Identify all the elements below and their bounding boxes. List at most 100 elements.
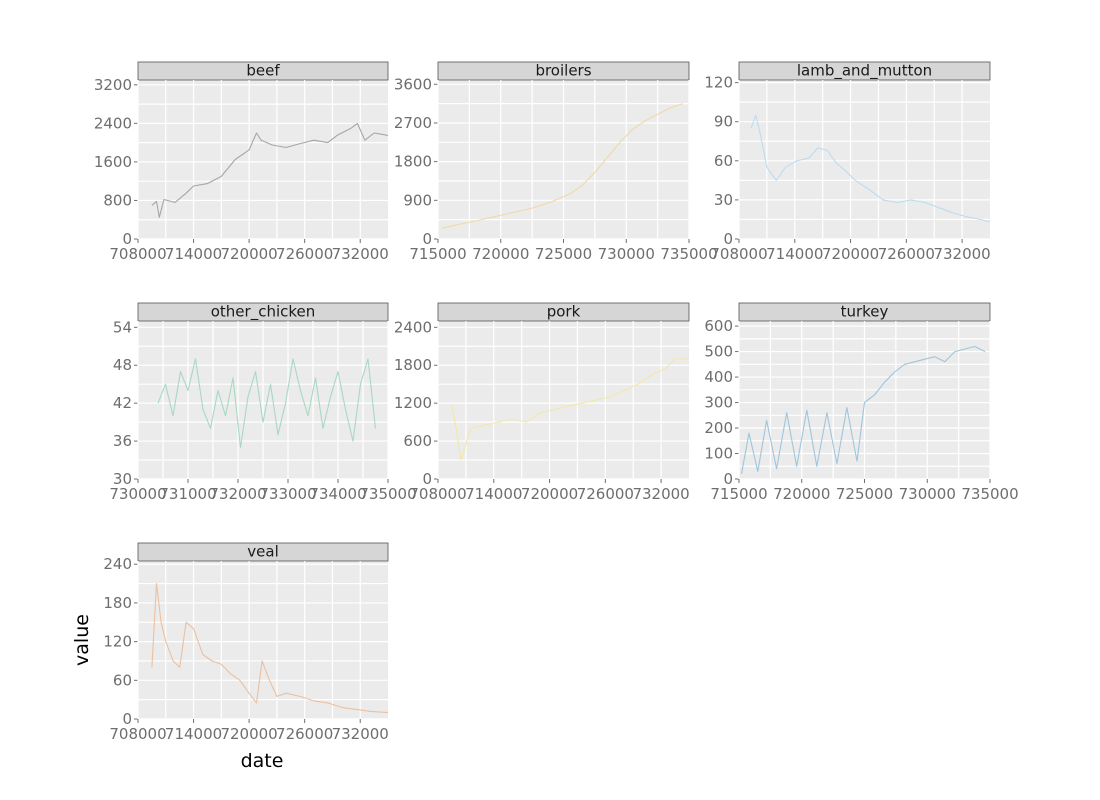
panel-other_chicken: other_chicken 30 36 42 48 54 73000073100073200… <box>109 303 416 504</box>
y-tick-label: 2700 <box>394 114 432 132</box>
x-tick-label: 735000 <box>660 245 717 263</box>
x-tick-label: 708000 <box>109 725 166 743</box>
x-tick-label: 735000 <box>961 485 1018 503</box>
x-tick-label: 720000 <box>220 725 277 743</box>
x-tick-label: 720000 <box>773 485 830 503</box>
y-tick-label: 180 <box>103 594 132 612</box>
x-tick-label: 731000 <box>159 485 216 503</box>
y-tick-label: 300 <box>704 394 733 412</box>
y-tick-label: 800 <box>103 191 132 209</box>
x-tick-label: 725000 <box>535 245 592 263</box>
x-tick-label: 732000 <box>332 725 389 743</box>
y-tick-label: 120 <box>103 633 132 651</box>
series-line-veal <box>151 583 389 714</box>
y-tick-label: 600 <box>704 317 733 335</box>
x-tick-label: 715000 <box>409 245 466 263</box>
x-tick-label: 726000 <box>276 245 333 263</box>
y-tick-label: 500 <box>704 343 733 361</box>
facet-strip <box>137 542 389 562</box>
series-line-broilers <box>441 103 683 229</box>
panel-turkey: turkey 0 100 200 300 400 500 600 715000 720000 725… <box>704 303 1018 504</box>
y-tick-label: 0 <box>122 230 132 248</box>
y-tick-label: 30 <box>714 191 733 209</box>
x-tick-label: 726000 <box>577 485 634 503</box>
x-tick-label: 734000 <box>309 485 366 503</box>
y-tick-label: 2400 <box>394 318 432 336</box>
y-axis-title: value <box>71 614 93 666</box>
x-tick-label: 725000 <box>836 485 893 503</box>
x-tick-label: 730000 <box>598 245 655 263</box>
y-tick-label: 42 <box>113 394 132 412</box>
series-line-beef <box>151 122 389 218</box>
facet-strip <box>437 302 690 322</box>
y-tick-label: 0 <box>422 230 432 248</box>
x-tick-label: 708000 <box>109 245 166 263</box>
facet-strip-label: beef <box>246 62 280 80</box>
y-tick-label: 60 <box>113 671 132 689</box>
x-tick-label: 732000 <box>209 485 266 503</box>
x-tick-label: 714000 <box>165 245 222 263</box>
facet-strip <box>137 61 389 81</box>
y-tick-label: 3200 <box>94 76 132 94</box>
y-tick-label: 3600 <box>394 75 432 93</box>
x-tick-label: 720000 <box>521 485 578 503</box>
y-tick-label: 48 <box>113 356 132 374</box>
x-tick-label: 726000 <box>878 245 935 263</box>
x-tick-label: 714000 <box>165 725 222 743</box>
y-tick-label: 0 <box>723 230 733 248</box>
series-line-lamb_and_mutton <box>750 114 991 223</box>
y-tick-label: 0 <box>422 470 432 488</box>
facet-strip-label: broilers <box>535 62 591 80</box>
y-tick-label: 54 <box>113 318 132 336</box>
facet-strip <box>738 61 991 81</box>
x-tick-label: 708000 <box>710 245 767 263</box>
panel-background <box>138 561 388 719</box>
y-tick-label: 90 <box>714 113 733 131</box>
y-tick-label: 900 <box>403 191 432 209</box>
y-tick-label: 200 <box>704 419 733 437</box>
y-tick-label: 0 <box>723 470 733 488</box>
y-tick-label: 120 <box>704 74 733 92</box>
panel-background <box>138 80 388 239</box>
x-tick-label: 720000 <box>220 245 277 263</box>
y-tick-label: 1200 <box>394 394 432 412</box>
x-tick-label: 735000 <box>359 485 416 503</box>
x-tick-label: 732000 <box>332 245 389 263</box>
x-tick-label: 714000 <box>465 485 522 503</box>
x-axis-title: date <box>241 750 284 772</box>
y-tick-label: 1800 <box>394 356 432 374</box>
panel-veal: veal 0 60 120 180 240 708000714000720000726000… <box>103 543 388 744</box>
x-tick-label: 715000 <box>710 485 767 503</box>
series-line-turkey <box>740 345 986 474</box>
x-tick-label: 732000 <box>933 245 990 263</box>
facet-strip-label: lamb_and_mutton <box>797 62 932 81</box>
facet-strip-label: veal <box>247 543 278 561</box>
x-tick-label: 720000 <box>472 245 529 263</box>
panel-lamb_and_mutton: lamb_and_mutton 0 30 60 90 120 708000714000720… <box>704 62 990 264</box>
panel-beef: beef 0 800 1600 2400 3200 70800071400072000072… <box>94 62 389 264</box>
x-tick-label: 730000 <box>899 485 956 503</box>
x-tick-label: 732000 <box>632 485 689 503</box>
y-tick-label: 400 <box>704 368 733 386</box>
facet-strip-label: pork <box>547 303 581 321</box>
x-tick-label: 720000 <box>822 245 879 263</box>
y-tick-label: 600 <box>403 432 432 450</box>
panel-broilers: broilers 0 900 1800 2700 3600 715000 720000 7250… <box>394 62 718 264</box>
x-tick-label: 730000 <box>109 485 166 503</box>
series-line-pork <box>451 358 689 461</box>
facet-strip-label: other_chicken <box>211 303 316 322</box>
y-tick-label: 2400 <box>94 114 132 132</box>
panel-background <box>438 321 689 479</box>
series-line-other_chicken <box>157 358 377 448</box>
facet-strip-label: turkey <box>841 303 889 321</box>
y-tick-label: 36 <box>113 432 132 450</box>
y-tick-label: 60 <box>714 152 733 170</box>
y-tick-label: 240 <box>103 555 132 573</box>
y-tick-label: 30 <box>113 470 132 488</box>
y-tick-label: 0 <box>122 710 132 728</box>
x-tick-label: 733000 <box>259 485 316 503</box>
x-tick-label: 714000 <box>766 245 823 263</box>
panel-pork: pork 0 600 1200 1800 2400 70800071400072000072… <box>394 303 690 504</box>
y-tick-label: 100 <box>704 445 733 463</box>
